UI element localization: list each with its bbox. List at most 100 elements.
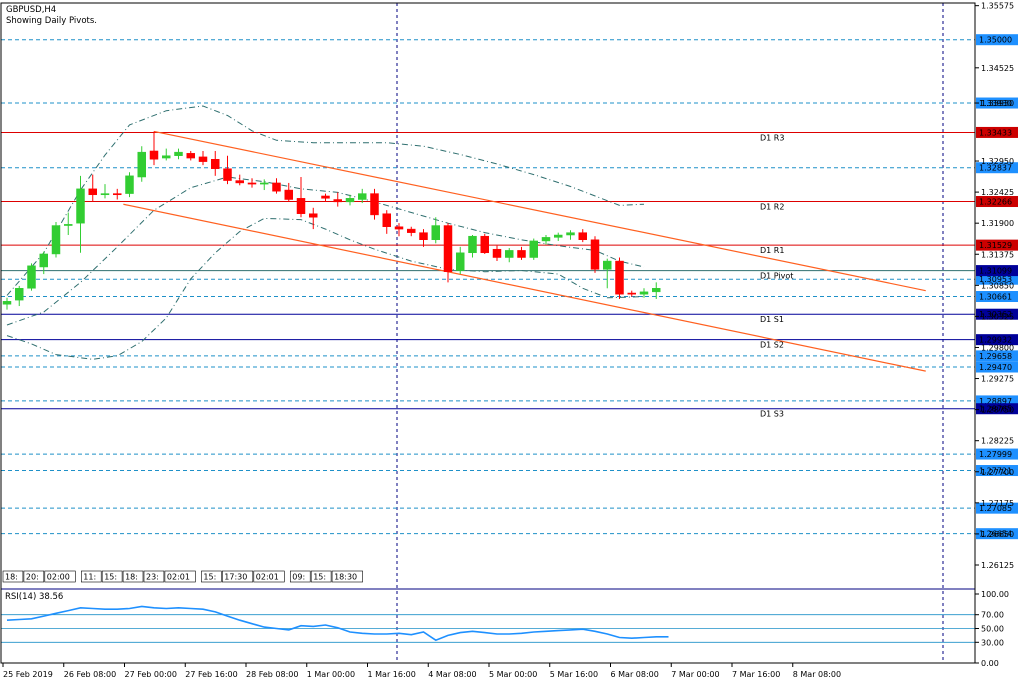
bollinger-upper-band <box>6 105 645 296</box>
candle-body[interactable] <box>223 168 232 181</box>
pivot-price-box[interactable] <box>976 334 1018 346</box>
chart-subtitle: Showing Daily Pivots. <box>6 16 97 26</box>
candle-body[interactable] <box>333 199 342 203</box>
pivot-price-box[interactable] <box>976 403 1018 415</box>
candle-body[interactable] <box>321 195 330 199</box>
candle-body[interactable] <box>309 213 318 218</box>
pivot-price-label: 1.33433 <box>979 128 1012 137</box>
price-tick-label: 1.31900 <box>981 219 1014 228</box>
candle-body[interactable] <box>578 232 587 241</box>
candle-body[interactable] <box>27 265 36 289</box>
candle-body[interactable] <box>174 151 183 156</box>
rsi-tick-label: 50.00 <box>981 625 1004 634</box>
candle-body[interactable] <box>272 182 281 192</box>
candle-body[interactable] <box>603 260 612 270</box>
candle-body[interactable] <box>541 237 551 242</box>
candle-body[interactable] <box>505 250 514 258</box>
candle-body[interactable] <box>2 301 12 305</box>
candle-body[interactable] <box>652 288 661 293</box>
session-time-box <box>289 570 311 583</box>
candle-body[interactable] <box>198 156 208 162</box>
candle-body[interactable] <box>100 193 110 196</box>
level-price-box[interactable] <box>976 291 1018 303</box>
candle-body[interactable] <box>554 234 563 238</box>
candle-body[interactable] <box>211 159 220 169</box>
candle-body[interactable] <box>517 250 526 258</box>
pivot-price-box[interactable] <box>976 126 1018 138</box>
time-tick-label: 7 Mar 00:00 <box>671 670 719 679</box>
time-tick-label: 4 Mar 08:00 <box>428 670 476 679</box>
candle-body[interactable] <box>51 225 61 255</box>
time-tick-label: 5 Mar 00:00 <box>489 670 537 679</box>
candle-body[interactable] <box>456 252 465 271</box>
candle-body[interactable] <box>639 291 649 295</box>
candle-body[interactable] <box>345 198 355 203</box>
level-price-label: 1.27721 <box>979 467 1012 476</box>
session-time-label: 02:00 <box>47 573 70 582</box>
time-tick-label: 25 Feb 2019 <box>3 670 53 679</box>
candle-body[interactable] <box>566 232 575 236</box>
candle-body[interactable] <box>76 188 85 224</box>
candle-body[interactable] <box>162 155 171 159</box>
candle-body[interactable] <box>627 292 636 295</box>
candle-body[interactable] <box>186 153 195 159</box>
pivot-price-box[interactable] <box>976 239 1018 251</box>
candle-body[interactable] <box>296 198 306 214</box>
candle-body[interactable] <box>149 150 159 160</box>
pivot-price-label: 1.31099 <box>979 267 1012 276</box>
level-price-box[interactable] <box>976 361 1018 373</box>
candle-body[interactable] <box>64 224 73 226</box>
level-price-box[interactable] <box>976 448 1018 460</box>
pivot-price-box[interactable] <box>976 308 1018 320</box>
session-time-box <box>310 570 332 583</box>
level-price-box[interactable] <box>976 273 1018 285</box>
level-price-box[interactable] <box>976 465 1018 477</box>
candle-body[interactable] <box>382 213 391 227</box>
level-price-box[interactable] <box>976 502 1018 514</box>
candle-body[interactable] <box>15 288 24 301</box>
level-price-box[interactable] <box>976 34 1018 46</box>
pivot-name-label: D1 Pivot <box>760 272 793 281</box>
candle-body[interactable] <box>480 235 489 254</box>
candle-body[interactable] <box>431 225 440 241</box>
pivot-price-box[interactable] <box>976 265 1018 277</box>
candle-body[interactable] <box>88 188 97 196</box>
session-time-box <box>331 570 363 583</box>
candle-body[interactable] <box>590 239 600 270</box>
candle-body[interactable] <box>443 225 453 272</box>
level-price-box[interactable] <box>976 395 1018 407</box>
candle-body[interactable] <box>235 180 244 184</box>
candle-body[interactable] <box>125 175 134 194</box>
candle-body[interactable] <box>260 182 269 185</box>
level-price-box[interactable] <box>976 528 1018 540</box>
candle-body[interactable] <box>615 260 624 295</box>
session-time-label: 15: <box>203 573 216 582</box>
candle-body[interactable] <box>247 182 257 185</box>
candle-body[interactable] <box>113 193 122 196</box>
candle-body[interactable] <box>39 253 48 268</box>
candle-body[interactable] <box>407 228 416 233</box>
session-time-label: 18:30 <box>334 573 357 582</box>
pivot-price-box[interactable] <box>976 196 1018 208</box>
level-price-label: 1.27085 <box>979 504 1012 513</box>
candle-body[interactable] <box>137 151 146 178</box>
price-tick-label: 1.29275 <box>981 375 1014 384</box>
candle-body[interactable] <box>370 193 379 216</box>
candle-body[interactable] <box>284 189 293 200</box>
level-price-box[interactable] <box>976 162 1018 174</box>
level-price-box[interactable] <box>976 97 1018 109</box>
rsi-label: RSI(14) 38.56 <box>5 592 63 602</box>
candle-body[interactable] <box>419 232 428 241</box>
candle-body[interactable] <box>468 235 477 254</box>
channel-upper-line <box>153 130 926 292</box>
time-tick-label: 6 Mar 08:00 <box>611 670 659 679</box>
candle-body[interactable] <box>358 193 367 200</box>
time-tick-label: 1 Mar 16:00 <box>368 670 416 679</box>
level-price-box[interactable] <box>976 350 1018 362</box>
session-time-box <box>44 570 76 583</box>
candle-body[interactable] <box>492 248 502 258</box>
candle-body[interactable] <box>529 240 538 258</box>
candle-body[interactable] <box>394 226 404 230</box>
pivot-price-label: 1.29932 <box>979 336 1012 345</box>
